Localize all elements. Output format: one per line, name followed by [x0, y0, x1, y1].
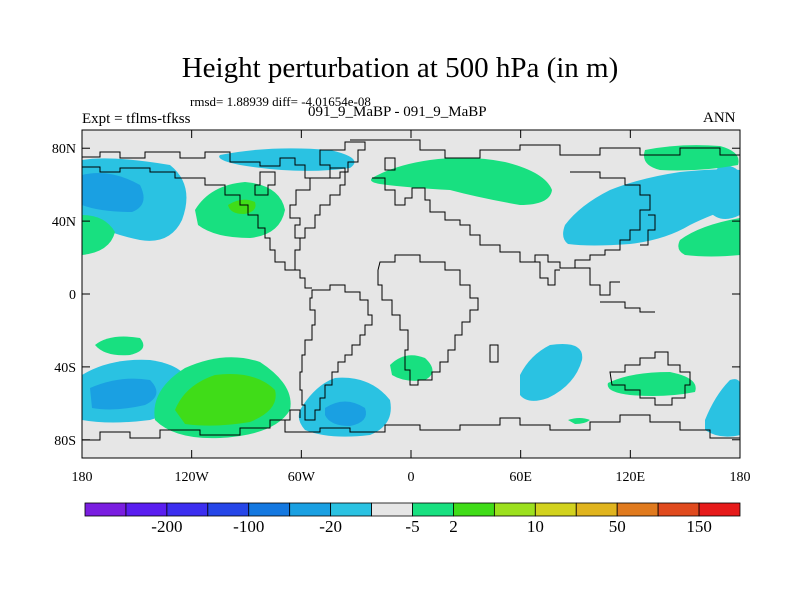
x-tick-label: 120E — [616, 470, 646, 485]
colorbar: -200 -100 -20 -5 2 10 50 150 — [84, 502, 741, 536]
contour-fills — [82, 145, 740, 439]
coastline-north-america-east — [298, 167, 346, 239]
coastline-antarctic-peninsula — [285, 409, 301, 421]
colorbar-swatch — [166, 502, 209, 517]
contour-pos-spac-core — [175, 374, 276, 426]
plot-title: Height perturbation at 500 hPa (in m) — [181, 52, 619, 84]
x-tick-label: 60W — [288, 470, 316, 485]
colorbar-swatch — [698, 502, 741, 517]
coastline-north-america — [82, 151, 311, 271]
colorbar-label: 150 — [686, 517, 712, 536]
colorbar-label: 10 — [527, 517, 544, 536]
case-label: 091_9_MaBP - 091_9_MaBP — [308, 104, 487, 120]
coastline-africa — [377, 254, 479, 386]
colorbar-swatch — [371, 502, 413, 517]
colorbar-swatch — [657, 502, 700, 517]
contour-neg-spac-core — [90, 378, 157, 410]
colorbar-label: -200 — [151, 517, 182, 536]
coastline-antarctica — [82, 414, 740, 441]
y-tick-label: 40S — [54, 361, 76, 376]
x-tick-label: 120W — [175, 470, 210, 485]
contour-neg-safr — [520, 344, 583, 401]
contour-pos-sam-w — [95, 336, 144, 356]
contour-pos-pac-e — [678, 218, 740, 257]
coastline-madagascar — [489, 344, 499, 363]
contour-neg-sam-core — [325, 401, 366, 426]
x-tick-label: 60E — [509, 470, 532, 485]
experiment-label: Expt = tflms-tfkss — [82, 111, 191, 127]
x-tick-label: 180 — [730, 470, 751, 485]
colorbar-swatch — [412, 502, 454, 517]
contour-pos-arctic-e — [644, 145, 739, 171]
x-tick-label: 180 — [72, 470, 93, 485]
colorbar-swatch — [84, 502, 127, 517]
colorbar-swatch — [125, 502, 168, 517]
coastline-central-america — [285, 269, 312, 289]
colorbar-swatch — [575, 502, 618, 517]
colorbar-swatch — [616, 502, 659, 517]
colorbar-swatch — [289, 502, 332, 517]
contour-neg-npac-core — [82, 172, 144, 212]
y-tick-label: 40N — [52, 215, 76, 230]
colorbar-swatch — [207, 502, 250, 517]
coastline-greenland — [319, 141, 366, 179]
colorbar-label: -20 — [319, 517, 342, 536]
colorbar-label: 50 — [609, 517, 626, 536]
colorbar-swatch — [248, 502, 291, 517]
x-tick-label: 0 — [408, 470, 415, 485]
contour-pos-sind-small — [568, 418, 590, 424]
contour-neg-soce — [705, 379, 740, 437]
contour-pos-satl — [390, 355, 433, 381]
contour-pos-npac-w-core — [228, 199, 256, 214]
coastline-uk — [384, 157, 396, 171]
stats-label: rmsd= 1.88939 diff= -4.01654e-08 — [190, 94, 371, 109]
coastline-japan — [640, 214, 656, 246]
y-tick-label: 80N — [52, 142, 76, 157]
contour-pos-atl-w — [82, 215, 115, 255]
coastlines — [82, 139, 740, 441]
colorbar-label: -100 — [233, 517, 264, 536]
colorbar-swatch — [330, 502, 372, 517]
colorbar-swatch — [534, 502, 577, 517]
coastline-hudson — [254, 171, 276, 196]
coastline-south-america — [299, 284, 373, 421]
colorbar-label: -5 — [405, 517, 419, 536]
axis-ticks: 180 120W 60W 0 60E 120E 180 80N 40N 0 40S 80S — [52, 130, 751, 485]
y-tick-label: 0 — [69, 288, 76, 303]
colorbar-label: 2 — [449, 517, 458, 536]
y-tick-label: 80S — [54, 434, 76, 449]
coastline-se-asia — [575, 267, 620, 296]
colorbar-swatch — [493, 502, 536, 517]
coastline-india — [535, 261, 560, 286]
coastline-indonesia — [600, 301, 655, 313]
season-label: ANN — [703, 110, 736, 126]
contour-neg-asia — [563, 169, 740, 246]
contour-pos-eurasia-n — [371, 157, 552, 205]
coastline-europe — [372, 171, 651, 269]
colorbar-swatch — [453, 502, 495, 517]
coastline-eurasia — [350, 139, 740, 159]
coastline-australia — [609, 351, 691, 406]
